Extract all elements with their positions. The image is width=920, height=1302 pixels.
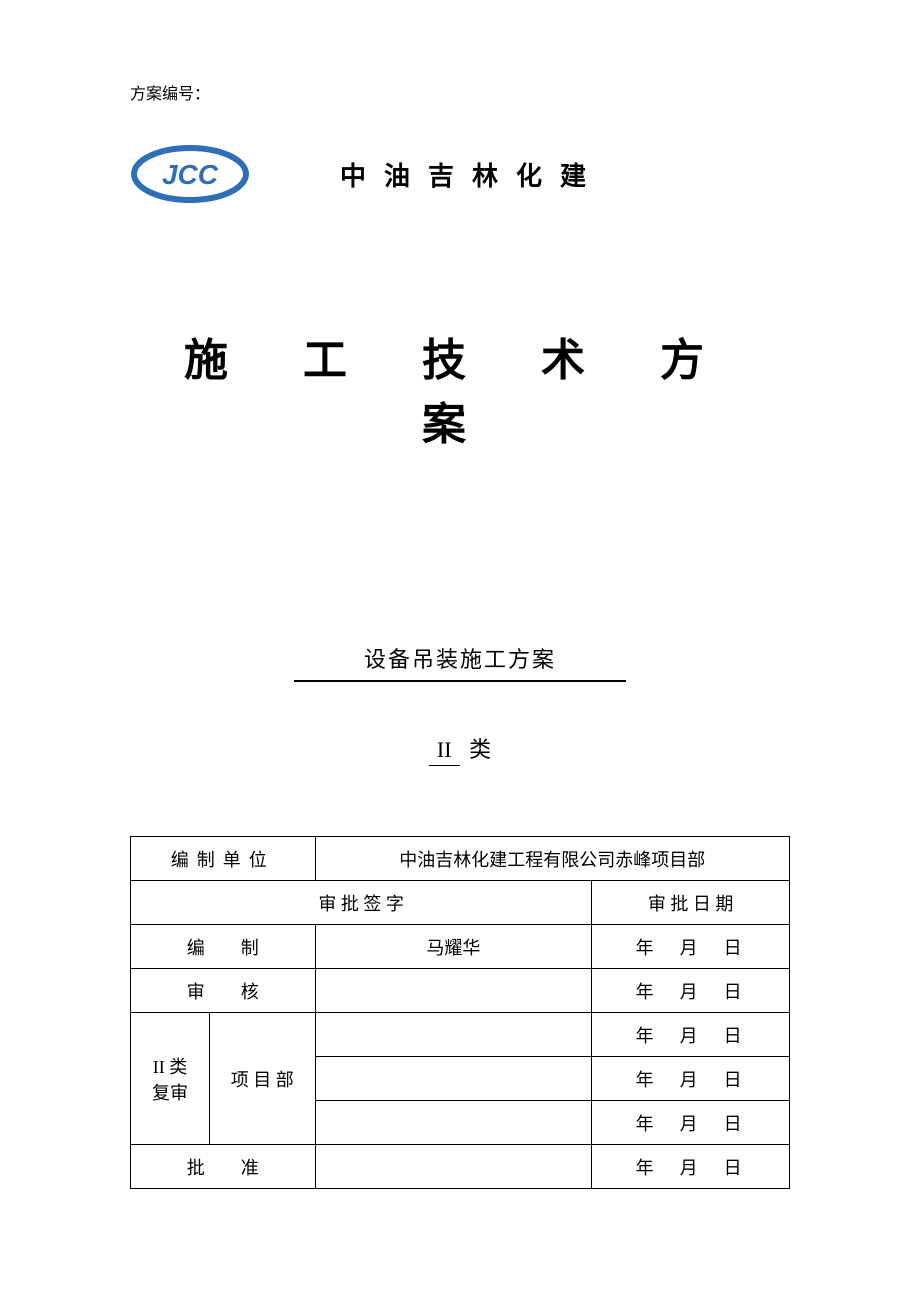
plan-number-label: 方案编号：	[130, 80, 790, 104]
org-value-cell: 中油吉林化建工程有限公司赤峰项目部	[315, 837, 789, 881]
subtitle: 设备吊装施工方案	[294, 642, 626, 682]
table-row: 批 准 年 月 日	[131, 1145, 790, 1189]
jcc-logo: JCC	[130, 144, 250, 204]
approval-table: 编制单位 中油吉林化建工程有限公司赤峰项目部 审 批 签 字 审 批 日 期 编…	[130, 836, 790, 1189]
reexam-sign-cell	[315, 1057, 592, 1101]
date-cell: 年 月 日	[592, 1013, 790, 1057]
review-person-cell	[315, 969, 592, 1013]
category-value: II	[429, 737, 460, 766]
category-wrap: II 类	[130, 732, 790, 766]
subtitle-wrap: 设备吊装施工方案	[130, 642, 790, 682]
project-dept-cell: 项 目 部	[210, 1013, 315, 1145]
date-cell: 年 月 日	[592, 969, 790, 1013]
approval-sign-header: 审 批 签 字	[131, 881, 592, 925]
category-suffix: 类	[469, 737, 491, 762]
reexam-sign-cell	[315, 1101, 592, 1145]
logo-text: JCC	[162, 159, 219, 190]
header-row: JCC 中油吉林化建	[130, 144, 790, 204]
approve-label-cell: 批 准	[131, 1145, 316, 1189]
table-row: II 类 复审 项 目 部 年 月 日	[131, 1013, 790, 1057]
review-label-cell: 审 核	[131, 969, 316, 1013]
reexam-label-cell: II 类 复审	[131, 1013, 210, 1145]
table-row: 审 核 年 月 日	[131, 969, 790, 1013]
category: II 类	[429, 737, 491, 762]
compile-label-cell: 编 制	[131, 925, 316, 969]
reexam-sign-cell	[315, 1013, 592, 1057]
date-cell: 年 月 日	[592, 1101, 790, 1145]
approval-date-header: 审 批 日 期	[592, 881, 790, 925]
org-label-cell: 编制单位	[131, 837, 316, 881]
reexam-line1: II 类	[137, 1053, 203, 1079]
main-title: 施 工 技 术 方 案	[130, 324, 790, 452]
compile-person-cell: 马耀华	[315, 925, 592, 969]
company-name: 中油吉林化建	[340, 156, 604, 193]
date-cell: 年 月 日	[592, 1145, 790, 1189]
approve-sign-cell	[315, 1145, 592, 1189]
table-row: 编 制 马耀华 年 月 日	[131, 925, 790, 969]
table-row: 编制单位 中油吉林化建工程有限公司赤峰项目部	[131, 837, 790, 881]
date-cell: 年 月 日	[592, 925, 790, 969]
table-row: 审 批 签 字 审 批 日 期	[131, 881, 790, 925]
date-cell: 年 月 日	[592, 1057, 790, 1101]
reexam-line2: 复审	[137, 1079, 203, 1105]
